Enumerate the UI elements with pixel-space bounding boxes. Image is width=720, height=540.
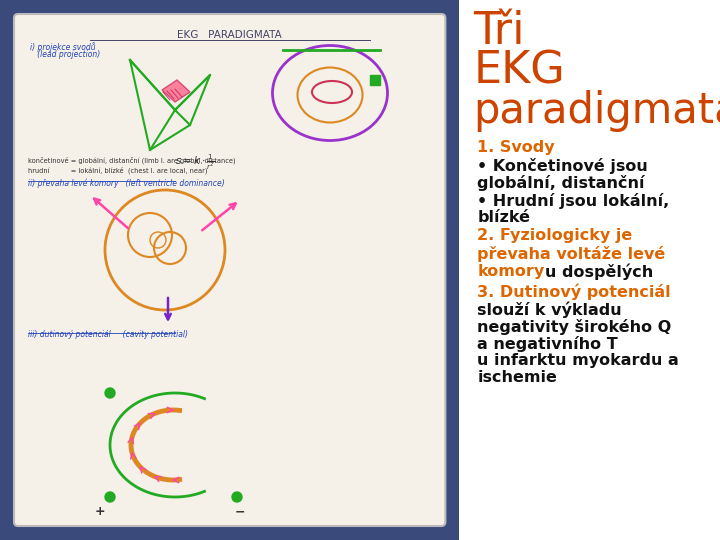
Text: komory: komory (477, 264, 544, 279)
FancyBboxPatch shape (14, 14, 446, 526)
Text: i) projekce svodů: i) projekce svodů (30, 42, 96, 52)
Text: u dospělých: u dospělých (545, 264, 654, 280)
Text: 3. Dutinový potenciál: 3. Dutinový potenciál (477, 283, 671, 300)
Text: 2. Fyziologicky je: 2. Fyziologicky je (477, 228, 633, 243)
Text: převaha voltáže levé: převaha voltáže levé (477, 246, 665, 262)
Bar (459, 0, 720, 540)
Text: ischemie: ischemie (477, 370, 557, 385)
Text: −: − (235, 505, 246, 518)
Text: EKG   PARADIGMATA: EKG PARADIGMATA (177, 30, 282, 40)
Text: iii) dutinový potenciál     (cavity potential): iii) dutinový potenciál (cavity potentia… (28, 330, 188, 339)
Text: 1. Svody: 1. Svody (477, 140, 555, 155)
Text: slouží k výkladu: slouží k výkladu (477, 302, 622, 319)
Text: Tři: Tři (473, 10, 525, 53)
Text: $s = k \cdot \frac{1}{r^2}$: $s = k \cdot \frac{1}{r^2}$ (175, 152, 215, 172)
Text: (lead projection): (lead projection) (30, 50, 100, 59)
Text: a negativního T: a negativního T (477, 336, 618, 352)
Text: • Končetinové jsou: • Končetinové jsou (477, 158, 648, 174)
Circle shape (232, 492, 242, 502)
Text: končetinové = globální, distanční (limb l. are global, distance): končetinové = globální, distanční (limb … (28, 157, 235, 165)
Text: hrudní          = lokální, blízké  (chest l. are local, near): hrudní = lokální, blízké (chest l. are l… (28, 167, 207, 174)
Bar (370, 75, 380, 85)
Text: negativity širokého Q: negativity širokého Q (477, 319, 672, 335)
Polygon shape (162, 80, 190, 102)
Circle shape (105, 492, 115, 502)
Circle shape (105, 388, 115, 398)
Text: globální, distanční: globální, distanční (477, 175, 645, 191)
Text: ii) převaha levé komory   (left ventricle dominance): ii) převaha levé komory (left ventricle … (28, 178, 225, 187)
Text: +: + (95, 505, 105, 518)
Text: blízké: blízké (477, 210, 531, 225)
Text: u infarktu myokardu a: u infarktu myokardu a (477, 353, 679, 368)
Text: • Hrudní jsou lokální,: • Hrudní jsou lokální, (477, 193, 670, 209)
Text: paradigmata: paradigmata (473, 90, 720, 132)
Text: EKG: EKG (473, 50, 565, 93)
